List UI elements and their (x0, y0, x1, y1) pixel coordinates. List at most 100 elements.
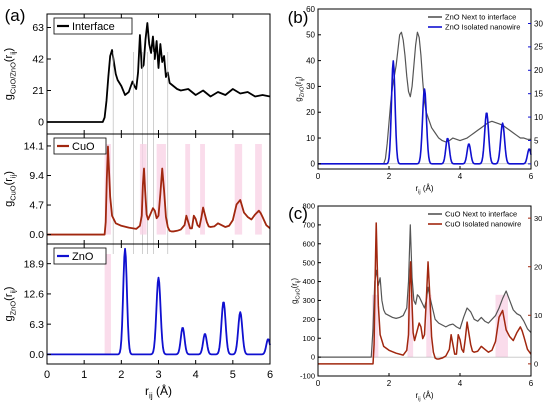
y-axis-label-part: g (294, 97, 303, 101)
y-tick-label-right: 0 (534, 160, 539, 169)
series-line-cuo (47, 145, 271, 236)
x-tick-label: 6 (529, 172, 534, 181)
x-axis-label: rij (Å) (416, 184, 434, 195)
y-tick-label: 0.0 (29, 229, 44, 241)
x-tick-label: 2 (118, 369, 124, 381)
shade-band (371, 294, 379, 358)
y-tick-label-right: 5 (534, 136, 539, 145)
legend-label: CuO Next to interface (445, 210, 517, 219)
panel-label-c: (c) (288, 204, 308, 223)
y-tick-label: 14.1 (24, 141, 45, 153)
y-axis-label-part: (r (3, 54, 15, 62)
y-tick-label: 0 (311, 160, 316, 169)
y-axis-label: gZnO(rij) (294, 76, 305, 102)
y-tick-label: 4.7 (29, 200, 44, 212)
shade-band (234, 144, 243, 235)
legend-box (53, 137, 107, 155)
x-axis-label: rij (Å) (416, 391, 434, 402)
y-tick-label: 12.6 (24, 289, 45, 301)
y-tick-label: 200 (302, 315, 315, 324)
legend-box (53, 247, 107, 265)
series-line-interface (47, 22, 271, 123)
y-axis-label-part: g (3, 315, 15, 321)
x-tick-label: 0 (44, 369, 50, 381)
series-line-cuo-next-to-interface (318, 224, 532, 358)
y-tick-label: -100 (300, 372, 315, 381)
x-tick-label: 6 (529, 379, 534, 388)
legend-label: CuO (72, 141, 95, 153)
x-axis-label: rij (Å) (145, 383, 172, 401)
y-tick-label: 0.0 (29, 349, 44, 361)
y-axis-label: gCuO(rij) (3, 171, 17, 207)
y-axis-label-part: ) (290, 278, 299, 281)
y-tick-label-right: 0 (534, 359, 538, 368)
x-axis-label-part: (Å) (421, 184, 434, 193)
y-tick-label-right: 15 (534, 89, 543, 98)
y-tick-label-right: 10 (534, 311, 542, 320)
y-tick-label: 9.4 (29, 170, 44, 182)
y-axis-label-part: g (3, 201, 15, 207)
series-line-zno-next-to-interface (318, 31, 531, 165)
y-tick-label: 42 (32, 54, 44, 66)
y-tick-label-right: 30 (534, 214, 542, 223)
y-axis-label: gZnO(rij) (3, 287, 17, 322)
y-axis-label-part: g (3, 94, 15, 100)
y-tick-label: 60 (306, 5, 315, 14)
y-tick-label: 40 (306, 56, 315, 65)
y-tick-label-right: 30 (534, 19, 543, 28)
y-tick-label: 700 (302, 221, 315, 230)
y-tick-label: 0 (38, 117, 44, 129)
y-axis-label-part: (r (3, 293, 15, 301)
x-tick-label: 0 (316, 379, 321, 388)
y-axis-label-part: g (290, 300, 299, 304)
y-tick-label-right: 20 (534, 66, 543, 75)
y-axis-label: gCuO(rij) (290, 278, 301, 304)
y-tick-label: 30 (306, 82, 315, 91)
x-axis-label-part: r (416, 391, 419, 400)
y-tick-label: 600 (302, 239, 315, 248)
shade-band (104, 254, 111, 355)
y-tick-label: 10 (306, 134, 315, 143)
x-tick-label: 1 (81, 369, 87, 381)
shade-band (426, 294, 432, 358)
y-tick-label: 100 (302, 334, 315, 343)
y-axis-label-part: CuO (8, 185, 17, 201)
axes-frame-b (317, 8, 532, 170)
series-line-zno-isolated-nanowire (317, 60, 532, 165)
x-axis-label-part: ij (149, 392, 153, 401)
y-tick-label: 21 (32, 85, 44, 97)
y-axis-label-part: ij (8, 290, 17, 294)
y-tick-label: 50 (306, 31, 315, 40)
x-axis-label-part: (Å) (421, 391, 434, 400)
y-axis-label: gCuO/ZnO(rij) (3, 48, 17, 100)
y-tick-label: 300 (302, 296, 315, 305)
x-tick-label: 6 (267, 369, 273, 381)
y-axis-label-part: (r (290, 283, 299, 289)
x-tick-label: 2 (387, 379, 392, 388)
series-line-cuo-isolated-nanowire (318, 222, 532, 365)
y-tick-label: 0 (311, 353, 315, 362)
y-axis-label-part: ZnO (8, 301, 17, 316)
x-axis-label-part: r (416, 184, 419, 193)
y-tick-label: 6.3 (29, 319, 44, 331)
y-axis-label-part: (r (294, 81, 303, 87)
y-tick-label: 500 (302, 258, 315, 267)
y-axis-label-part: ) (3, 287, 15, 291)
shade-band (185, 144, 191, 235)
y-axis-label-part: ij (295, 281, 301, 283)
shade-band (407, 294, 414, 358)
y-tick-label: 18.9 (24, 258, 45, 270)
x-tick-label: 2 (387, 172, 392, 181)
legend-label: ZnO Next to interface (445, 13, 516, 22)
y-tick-label: 63 (32, 22, 44, 34)
legend-label: Interface (72, 21, 115, 33)
x-axis-label-part: ij (418, 189, 420, 195)
x-axis-label-part: ij (418, 396, 420, 402)
y-axis-label-part: ij (8, 51, 17, 55)
shade-band (255, 144, 262, 235)
x-axis-label-part: r (145, 384, 149, 398)
